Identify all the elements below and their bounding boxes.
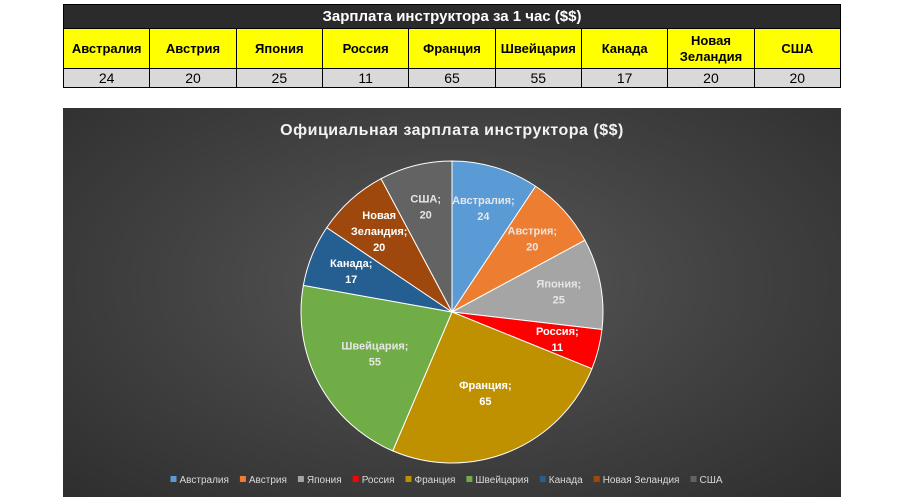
chart-legend: Австралия Австрия Япония Россия Франция Швейц… [170, 475, 723, 486]
legend-label: Австралия [180, 475, 229, 486]
table-header-text: Франция [423, 40, 481, 56]
data-label-line: Россия; [536, 326, 579, 338]
data-label: Япония; 25 [536, 279, 581, 307]
data-label-line: Зеландия; [351, 226, 408, 238]
table-header-cell: Япония [235, 28, 323, 69]
pie-slice-1 [451, 160, 537, 314]
table-value-cell: 11 [321, 68, 410, 88]
legend-swatch [690, 476, 697, 482]
legend-label: Швейцария [475, 475, 528, 486]
legend-label: Япония [307, 475, 342, 486]
legend-swatch [170, 476, 177, 482]
table-header-text: Швейцария [500, 40, 576, 56]
data-label-line: Япония; [536, 279, 581, 291]
table-value-cell: 20 [753, 68, 842, 88]
legend-label: Австрия [249, 475, 287, 486]
legend-swatch [239, 476, 246, 482]
table-value-cell: 55 [494, 68, 582, 88]
table-header-cell: Россия [321, 28, 410, 69]
data-label: США; 20 [410, 194, 441, 222]
data-label-line: 20 [420, 210, 432, 222]
table-value-cell: 24 [62, 68, 151, 88]
data-label: Швейцария; 55 [341, 341, 408, 369]
table-header-text: Россия [342, 40, 389, 56]
legend-swatch [466, 476, 473, 482]
data-label-line: 20 [526, 242, 538, 254]
pie-slice-6 [300, 284, 453, 452]
table-value-cell: 17 [580, 68, 669, 88]
data-label: Канада; 17 [330, 258, 373, 286]
data-label: Россия; 11 [536, 326, 579, 354]
table-header-cell: Австрия [149, 28, 237, 69]
legend-label: Франция [415, 475, 456, 486]
legend-swatch [352, 476, 359, 482]
data-label-line: Австралия; [452, 195, 515, 207]
table-header-text: Австралия [71, 40, 142, 56]
data-label-line: Австрия; [508, 226, 558, 238]
legend-label: Новая Зеландия [603, 475, 680, 486]
legend-swatch [405, 476, 412, 482]
salary-table: Зарплата инструктора за 1 час ($$) Австр… [62, 4, 842, 88]
pie-slice-9 [380, 160, 453, 313]
table-header-cell: Франция [408, 28, 496, 69]
chart-title: Официальная зарплата инструктора ($$) [280, 122, 624, 139]
table-header-text: Япония [255, 40, 304, 56]
data-label-line: 24 [477, 211, 490, 223]
table-header-text: Новая [690, 32, 731, 48]
data-label-line: Канада; [330, 258, 373, 270]
data-label-line: 55 [369, 357, 381, 369]
pie-data-labels: Австралия; 24 Австрия; 20 Япония; 25 Россия; 11… [330, 194, 581, 409]
table-value-cell: 20 [667, 68, 755, 88]
pie-chart: Официальная зарплата инструктора ($$) Ав… [170, 122, 723, 486]
table-header-cell: Швейцария [494, 28, 582, 69]
table-value-cell: 20 [149, 68, 237, 88]
data-label: Австралия; 24 [452, 195, 515, 223]
table-value-cell: 65 [408, 68, 496, 88]
data-label-line: 11 [551, 342, 563, 354]
table-header-row: Австралия Австрия Япония Россия Франция Швейц… [62, 28, 842, 69]
data-label-line: 20 [373, 242, 385, 254]
legend-label: Россия [362, 475, 395, 486]
table-header-text: Канада [601, 40, 648, 56]
data-label-line: Швейцария; [341, 341, 408, 353]
table-header-cell: Канада [580, 28, 669, 69]
legend-swatch [593, 476, 600, 482]
data-label: Франция; 65 [459, 380, 511, 408]
legend-label: США [700, 475, 723, 486]
pie-slices [300, 160, 604, 464]
data-label-line: 65 [479, 396, 491, 408]
table-header-cell: Новая Зеландия [667, 28, 755, 69]
data-label-line: 17 [345, 274, 357, 286]
table-value-row: 24 20 25 11 65 55 17 20 20 [62, 68, 842, 88]
legend-label: Канада [549, 475, 583, 486]
data-label-line: США; [410, 194, 441, 206]
table-header-text: США [781, 40, 814, 56]
data-label-line: Франция; [459, 380, 511, 392]
table-header-text: Зеландия [679, 48, 743, 64]
data-label: Австрия; 20 [508, 226, 558, 254]
table-value-cell: 25 [235, 68, 323, 88]
table-title: Зарплата инструктора за 1 час ($$) [63, 4, 841, 29]
pie-chart-panel: Официальная зарплата инструктора ($$) Ав… [63, 108, 841, 497]
legend-swatch [297, 476, 304, 482]
table-header-text: Австрия [165, 40, 221, 56]
data-label-line: 25 [553, 295, 565, 307]
pie-slice-3 [450, 239, 604, 331]
pie-slice-5 [392, 311, 593, 464]
data-label-line: Новая [362, 210, 396, 222]
data-label: Новая Зеландия; 20 [351, 210, 408, 254]
table-header-cell: США [753, 28, 842, 69]
table-header-cell: Австралия [62, 28, 151, 69]
legend-swatch [539, 476, 546, 482]
